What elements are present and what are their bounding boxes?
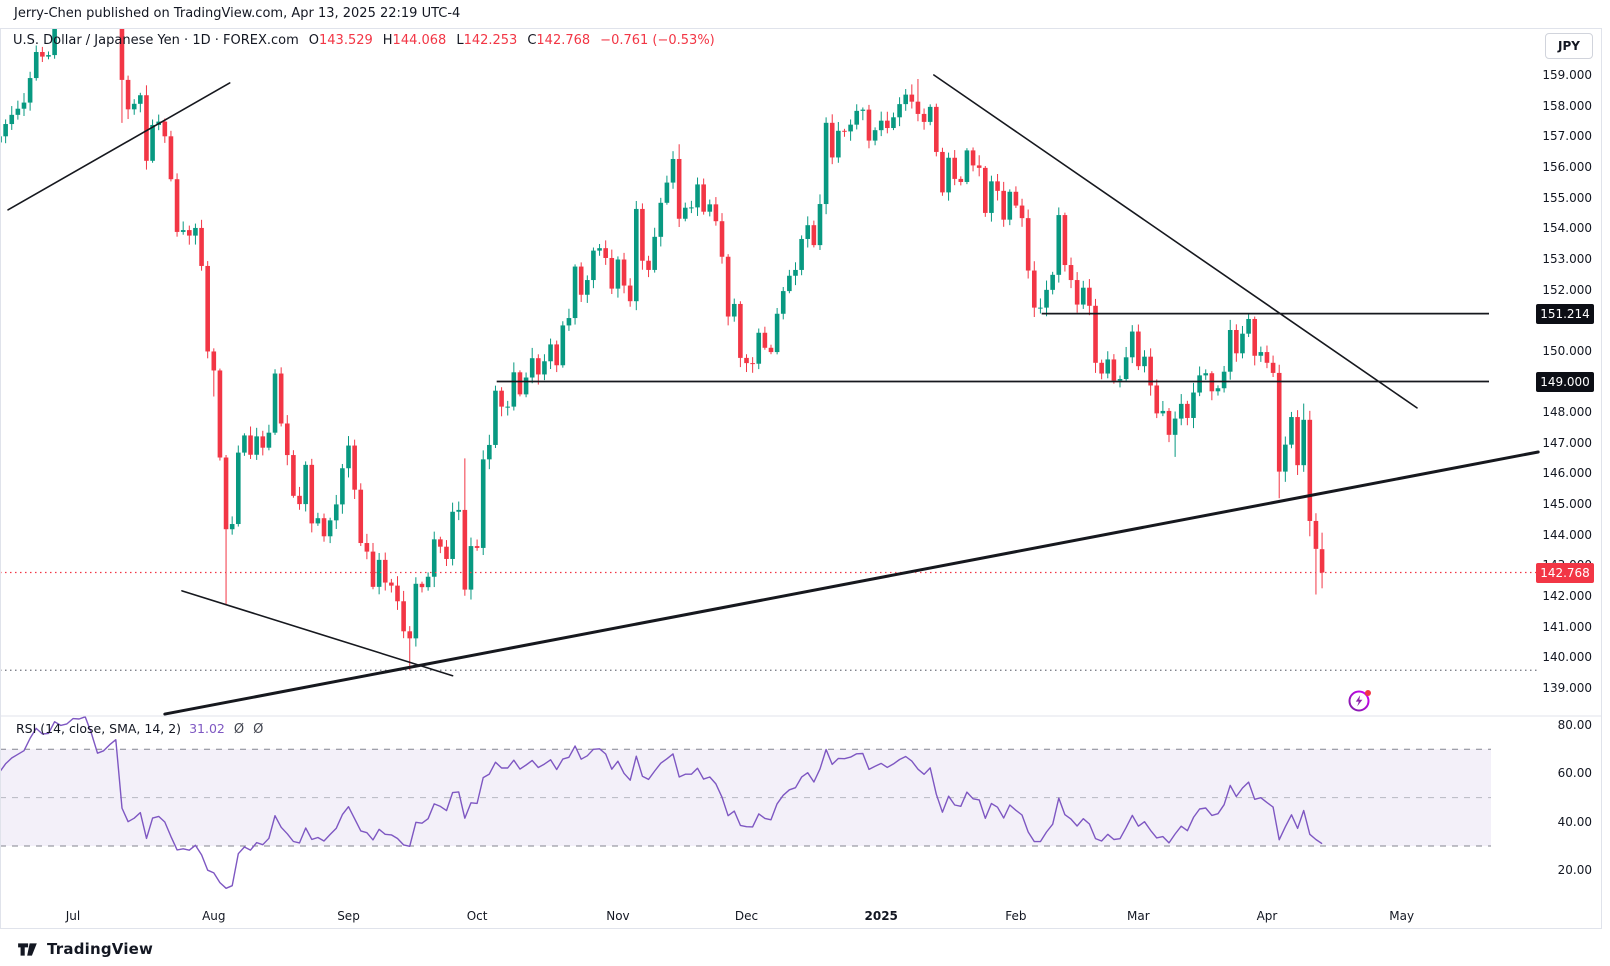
- chart-frame: [0, 28, 1602, 929]
- price-tick-label: 153.000: [1542, 251, 1592, 266]
- trendline[interactable]: [933, 74, 1418, 409]
- time-axis-label: Sep: [337, 909, 360, 923]
- boost-flash-icon[interactable]: [1347, 687, 1373, 713]
- time-axis-label: Mar: [1127, 909, 1150, 923]
- time-axis-label: Feb: [1005, 909, 1027, 923]
- price-tick-label: 150.000: [1542, 343, 1592, 358]
- rsi-empty-1: Ø: [233, 722, 245, 737]
- price-badge: 151.214: [1536, 303, 1594, 324]
- price-change: −0.761 (−0.53%): [600, 33, 715, 48]
- price-tick-label: 145.000: [1542, 497, 1592, 512]
- time-axis-label: Oct: [466, 909, 488, 923]
- currency-scale-button[interactable]: JPY: [1545, 33, 1593, 59]
- rsi-tick-label: 80.00: [1557, 718, 1592, 732]
- ohlc-low: L142.253: [456, 33, 518, 48]
- candles: [0, 28, 1325, 671]
- price-badge: 142.768: [1536, 562, 1594, 583]
- time-axis-label: Aug: [202, 909, 226, 923]
- time-axis-label: Jul: [65, 909, 81, 923]
- price-tick-label: 147.000: [1542, 435, 1592, 450]
- price-tick-label: 159.000: [1542, 68, 1592, 82]
- price-badge: 149.000: [1536, 371, 1594, 392]
- symbol-legend: U.S. Dollar / Japanese Yen · 1D · FOREX.…: [13, 33, 715, 48]
- flash-circle-icon: [1348, 690, 1371, 712]
- price-tick-label: 156.000: [1542, 159, 1592, 174]
- rsi-value: 31.02: [189, 721, 225, 736]
- time-axis-label: 2025: [864, 909, 898, 923]
- rsi-legend: RSI (14, close, SMA, 14, 2) 31.02 Ø Ø: [16, 721, 263, 737]
- price-tick-label: 146.000: [1542, 466, 1592, 481]
- ohlc-open: O143.529: [308, 33, 373, 48]
- rsi-plot: [0, 716, 1323, 889]
- price-tick-label: 148.000: [1542, 405, 1592, 420]
- price-tick-label: 141.000: [1542, 619, 1592, 634]
- price-tick-label: 154.000: [1542, 221, 1592, 236]
- trendline[interactable]: [7, 82, 231, 211]
- time-axis-label: Nov: [606, 909, 630, 923]
- trendline[interactable]: [181, 590, 454, 677]
- rsi-empty-2: Ø: [253, 722, 264, 737]
- price-tick-label: 144.000: [1542, 527, 1592, 542]
- ohlc-high: H144.068: [382, 33, 447, 48]
- rsi-tick-label: 60.00: [1557, 766, 1592, 781]
- trendline[interactable]: [163, 450, 1540, 716]
- price-tick-label: 139.000: [1542, 681, 1592, 695]
- brand-name: TradingView: [47, 940, 154, 958]
- price-tick-label: 152.000: [1542, 282, 1592, 297]
- time-axis-label: Dec: [734, 909, 759, 923]
- publish-info: Jerry-Chen published on TradingView.com,…: [14, 6, 461, 21]
- rsi-tick-label: 40.00: [1557, 814, 1592, 829]
- rsi-tick-label: 20.00: [1557, 863, 1592, 878]
- symbol-title: U.S. Dollar / Japanese Yen · 1D · FOREX.…: [13, 33, 299, 48]
- price-tick-label: 157.000: [1542, 129, 1592, 144]
- rsi-line: [0, 716, 1323, 889]
- price-tick-label: 155.000: [1542, 190, 1592, 205]
- footer-attribution[interactable]: TradingView: [17, 940, 153, 958]
- ohlc-close: C142.768: [527, 33, 591, 48]
- time-axis-label: Apr: [1256, 909, 1278, 923]
- tradingview-logo-icon: [18, 942, 37, 956]
- price-tick-label: 142.000: [1542, 589, 1592, 604]
- time-axis-label: May: [1389, 909, 1415, 923]
- price-tick-label: 158.000: [1542, 98, 1592, 113]
- rsi-legend-title: RSI (14, close, SMA, 14, 2): [16, 721, 182, 736]
- price-tick-label: 140.000: [1542, 650, 1592, 665]
